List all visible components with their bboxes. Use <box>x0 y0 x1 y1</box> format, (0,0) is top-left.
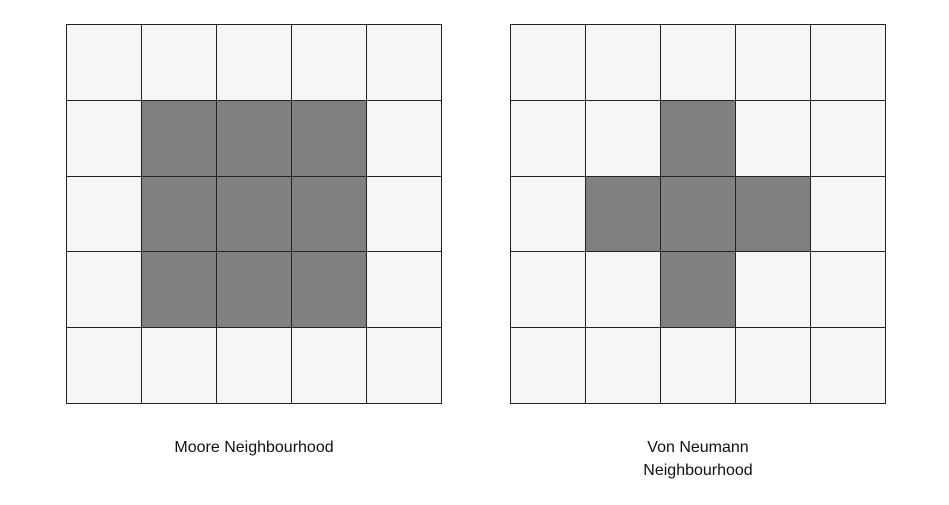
grid-cell <box>586 100 661 177</box>
grid-cell <box>586 25 661 101</box>
grid-cell <box>367 328 442 404</box>
grid-cell <box>511 25 586 101</box>
grid-cell <box>142 25 217 101</box>
grid-cell <box>511 328 586 404</box>
grid-cell <box>367 252 442 329</box>
neighbourhood-cell <box>142 100 217 177</box>
neighbourhood-cell <box>736 176 811 253</box>
grid-cell <box>736 328 811 404</box>
grid-cell <box>217 25 292 101</box>
grid-cell <box>67 176 142 253</box>
grid-cell <box>736 100 811 177</box>
neighbourhood-cell <box>217 252 292 329</box>
grid-cell <box>367 25 442 101</box>
von-neumann-neighbourhood-caption: Von Neumann Neighbourhood <box>510 436 886 482</box>
moore-neighbourhood-grid <box>66 24 442 404</box>
von-neumann-caption-line-1: Von Neumann <box>647 439 749 456</box>
grid-cell <box>811 25 886 101</box>
neighbourhood-cell <box>661 176 736 253</box>
neighbourhood-cell <box>292 252 367 329</box>
neighbourhood-cell <box>661 100 736 177</box>
neighbourhood-cell <box>586 176 661 253</box>
grid-cell <box>586 328 661 404</box>
grid-cell <box>736 25 811 101</box>
neighbourhood-cell <box>217 176 292 253</box>
grid-cell <box>811 328 886 404</box>
grid-cell <box>736 252 811 329</box>
neighbourhood-cell <box>142 252 217 329</box>
von-neumann-caption-line-2: Neighbourhood <box>643 462 753 479</box>
grid-cell <box>511 176 586 253</box>
grid-cell <box>367 176 442 253</box>
grid-cell <box>67 100 142 177</box>
neighbourhood-cell <box>661 252 736 329</box>
neighbourhood-cell <box>292 100 367 177</box>
grid-cell <box>367 100 442 177</box>
grid-cell <box>586 252 661 329</box>
neighbourhood-cell <box>217 100 292 177</box>
grid-cell <box>67 25 142 101</box>
grid-cell <box>511 252 586 329</box>
grid-cell <box>811 176 886 253</box>
moore-neighbourhood-caption: Moore Neighbourhood <box>66 436 442 459</box>
grid-cell <box>661 25 736 101</box>
grid-cell <box>67 252 142 329</box>
grid-cell <box>67 328 142 404</box>
grid-cell <box>292 328 367 404</box>
moore-caption-line-1: Moore Neighbourhood <box>174 439 334 456</box>
grid-cell <box>142 328 217 404</box>
neighbourhood-cell <box>292 176 367 253</box>
grid-cell <box>661 328 736 404</box>
grid-cell <box>511 100 586 177</box>
neighbourhood-cell <box>142 176 217 253</box>
grid-cell <box>292 25 367 101</box>
von-neumann-neighbourhood-grid <box>510 24 886 404</box>
grid-cell <box>811 252 886 329</box>
grid-cell <box>217 328 292 404</box>
grid-cell <box>811 100 886 177</box>
